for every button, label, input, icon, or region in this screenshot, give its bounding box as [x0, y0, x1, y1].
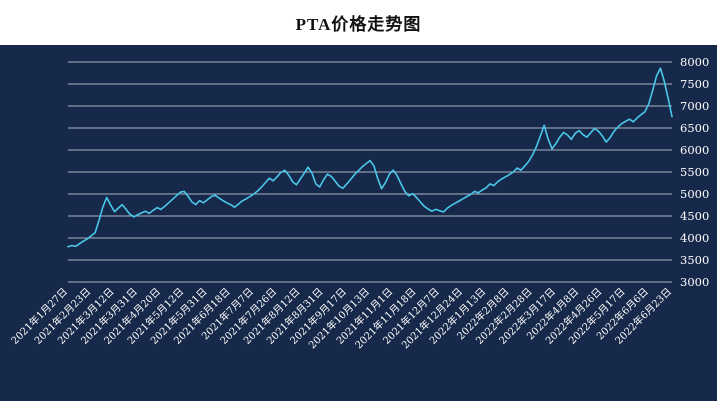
y-tick-label: 5000: [680, 187, 709, 201]
chart-title: PTA价格走势图: [295, 15, 422, 34]
y-tick-label: 5500: [680, 165, 709, 179]
x-axis-labels: 2021年1月27日2021年2月23日2021年3月12日2021年3月31日…: [8, 285, 674, 351]
y-tick-label: 6500: [680, 121, 709, 135]
y-tick-label: 8000: [680, 55, 709, 69]
y-tick-label: 4500: [680, 209, 709, 223]
y-tick-label: 4000: [680, 231, 709, 245]
price-series-line: [67, 67, 673, 248]
y-tick-label: 3000: [680, 275, 709, 289]
y-tick-label: 7500: [680, 77, 709, 91]
title-bar: PTA价格走势图: [0, 0, 717, 45]
y-tick-label: 6000: [680, 143, 709, 157]
y-axis-labels: 3000 3500 4000 4500 5000 5500 6000 6500 7000 7500…: [680, 55, 709, 289]
line-chart: 3000 3500 4000 4500 5000 5500 6000 6500 7000 7500…: [0, 45, 717, 401]
y-tick-label: 3500: [680, 253, 709, 267]
chart-canvas: 3000 3500 4000 4500 5000 5500 6000 6500 7000 7500…: [8, 55, 709, 351]
grid-group: [68, 61, 672, 283]
y-tick-label: 7000: [680, 99, 709, 113]
